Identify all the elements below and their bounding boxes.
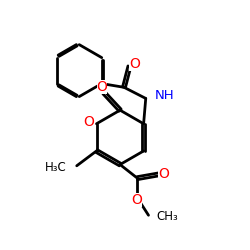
Text: O: O <box>158 168 169 181</box>
Text: O: O <box>96 80 108 94</box>
Text: CH₃: CH₃ <box>156 210 178 223</box>
Text: O: O <box>132 194 142 207</box>
Text: H₃C: H₃C <box>44 160 66 173</box>
Text: NH: NH <box>155 90 175 102</box>
Text: O: O <box>129 57 140 71</box>
Text: O: O <box>84 115 94 129</box>
